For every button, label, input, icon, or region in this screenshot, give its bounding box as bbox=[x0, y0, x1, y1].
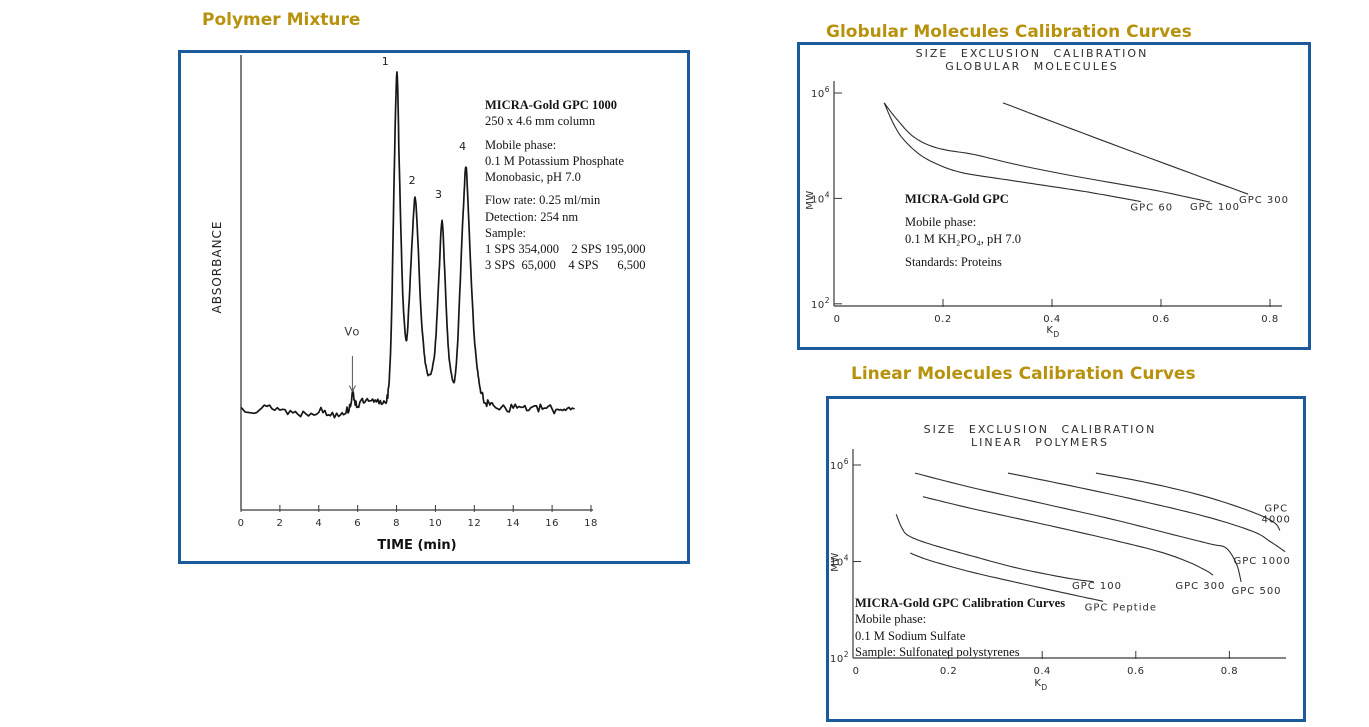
info-line: 250 x 4.6 mm column bbox=[485, 114, 596, 129]
linear-panel-title: Linear Molecules Calibration Curves bbox=[851, 364, 1196, 384]
info-line: Standards: Proteins bbox=[905, 254, 1002, 269]
info-line: Mobile phase: bbox=[905, 215, 977, 230]
globular-panel: 106 104 102 0 0.2 0.4 0.6 0.8 SIZE EXCLUSION CAL… bbox=[797, 42, 1311, 350]
calibration-curve-gpc-300 bbox=[922, 496, 1214, 576]
info-line: Monobasic, pH 7.0 bbox=[485, 170, 581, 184]
info-line: Flow rate: 0.25 ml/min bbox=[485, 193, 601, 208]
x-tick-label: 0.8 bbox=[1261, 314, 1278, 325]
curve-label: GPC 60 bbox=[1130, 203, 1173, 214]
plot-title: SIZE EXCLUSION CALIBRATION bbox=[916, 47, 1149, 60]
chromatogram-panel-title: Polymer Mixture bbox=[202, 10, 361, 30]
info-line bbox=[905, 207, 1021, 214]
curve-label: GPC 300 bbox=[1239, 195, 1289, 206]
x-tick-label: 0.4 bbox=[1043, 314, 1060, 325]
info-line: MICRA-Gold GPC 1000 bbox=[485, 98, 617, 112]
chromatogram-trace bbox=[240, 71, 575, 419]
x-tick-label: 0.6 bbox=[1127, 666, 1144, 677]
calibration-curve-gpc-100 bbox=[883, 102, 1211, 203]
info-line: Sample: bbox=[485, 225, 526, 240]
info-line: MICRA-Gold GPC Calibration Curves bbox=[855, 596, 1066, 610]
y-tick-label: 106 bbox=[811, 85, 830, 100]
info-line: 0.1 M KH₂PO₄, pH 7.0 bbox=[905, 231, 1022, 246]
chromatogram-conditions-text: MICRA-Gold GPC 1000 250 x 4.6 mm column Mo… bbox=[485, 97, 645, 274]
chromatogram-panel: 0 2 4 6 8 10 12 14 16 18 TIME (min) ABSORBANCE 1 2 3 4 V… bbox=[178, 50, 690, 564]
x-tick-label: 0.2 bbox=[940, 666, 957, 677]
x-tick-label: 10 bbox=[429, 518, 443, 529]
x-tick-label: 0 bbox=[238, 518, 245, 529]
void-volume-label: Vo bbox=[344, 325, 360, 339]
x-tick-label: 4 bbox=[315, 518, 322, 529]
y-tick-label: 102 bbox=[830, 650, 849, 665]
y-tick-label: 102 bbox=[811, 296, 830, 311]
x-tick-label: 0.8 bbox=[1221, 666, 1238, 677]
x-tick-label: 8 bbox=[393, 518, 400, 529]
x-tick-label: 14 bbox=[506, 518, 520, 529]
x-tick-label: 6 bbox=[354, 518, 361, 529]
calibration-curve-gpc-60 bbox=[883, 102, 1141, 203]
info-line bbox=[905, 247, 1021, 254]
linear-conditions-text: MICRA-Gold GPC Calibration Curves Mobile … bbox=[855, 595, 1065, 660]
info-line: Sample: Sulfonated polystyrenes bbox=[855, 644, 1020, 659]
x-axis-title: TIME (min) bbox=[377, 538, 456, 553]
globular-conditions-text: MICRA-Gold GPC Mobile phase: 0.1 M KH₂PO₄,… bbox=[905, 191, 1021, 270]
info-line: Mobile phase: bbox=[485, 137, 557, 152]
y-tick-label: 106 bbox=[830, 457, 849, 472]
calibration-curve-gpc-100 bbox=[895, 514, 1094, 583]
linear-panel: 106 104 102 0 0.2 0.4 0.6 0.8 SIZE EXCLUSION CAL… bbox=[826, 396, 1306, 722]
info-line: 0.1 M Sodium Sulfate bbox=[855, 628, 966, 643]
calibration-curve-gpc-300 bbox=[1002, 102, 1249, 195]
info-line: 1 SPS 354,000 2 SPS 195,000 bbox=[485, 242, 646, 256]
y-axis-title: ABSORBANCE bbox=[210, 220, 224, 313]
y-axis-title: MW bbox=[830, 552, 841, 572]
curve-label: GPC 100 bbox=[1190, 202, 1240, 213]
x-axis-title: KD bbox=[1034, 678, 1047, 692]
plot-title: GLOBULAR MOLECULES bbox=[945, 60, 1119, 73]
plot-title: LINEAR POLYMERS bbox=[971, 436, 1109, 449]
info-line bbox=[485, 185, 645, 192]
calibration-curve-gpc-peptide bbox=[910, 552, 1104, 602]
x-tick-label: 2 bbox=[276, 518, 283, 529]
calibration-curve-gpc-4000 bbox=[1095, 472, 1281, 531]
info-line bbox=[485, 130, 645, 137]
x-tick-label: 18 bbox=[584, 518, 598, 529]
x-tick-label: 0.6 bbox=[1152, 314, 1169, 325]
calibration-curve-gpc-500 bbox=[914, 472, 1242, 582]
x-tick-label: 12 bbox=[467, 518, 481, 529]
peak-label: 2 bbox=[409, 174, 416, 187]
curve-label: GPC 1000 bbox=[1233, 556, 1290, 567]
x-tick-label: 0 bbox=[853, 666, 860, 677]
calibration-curve-gpc-1000 bbox=[1007, 472, 1286, 553]
curve-label: GPC 300 bbox=[1175, 581, 1225, 592]
plot-title: SIZE EXCLUSION CALIBRATION bbox=[924, 423, 1157, 436]
globular-panel-title: Globular Molecules Calibration Curves bbox=[826, 22, 1192, 42]
x-tick-label: 0.2 bbox=[934, 314, 951, 325]
x-tick-label: 0.4 bbox=[1033, 666, 1050, 677]
x-tick-label: 16 bbox=[545, 518, 559, 529]
curve-label: GPC 100 bbox=[1072, 581, 1122, 592]
peak-label: 4 bbox=[459, 140, 466, 153]
y-axis-title: MW bbox=[805, 190, 816, 210]
curve-label: GPC Peptide bbox=[1085, 602, 1157, 613]
peak-label: 3 bbox=[435, 188, 442, 201]
info-line: 3 SPS 65,000 4 SPS 6,500 bbox=[485, 258, 646, 273]
x-axis-title: KD bbox=[1046, 325, 1059, 339]
info-line: MICRA-Gold GPC bbox=[905, 192, 1009, 206]
info-line: Mobile phase: bbox=[855, 612, 927, 627]
curve-label: GPC 500 bbox=[1232, 586, 1282, 597]
peak-label: 1 bbox=[382, 55, 389, 68]
x-tick-label: 0 bbox=[834, 314, 841, 325]
info-line: 0.1 M Potassium Phosphate bbox=[485, 153, 624, 168]
info-line: Detection: 254 nm bbox=[485, 209, 579, 224]
curve-label: GPC 4000 bbox=[1261, 503, 1290, 525]
